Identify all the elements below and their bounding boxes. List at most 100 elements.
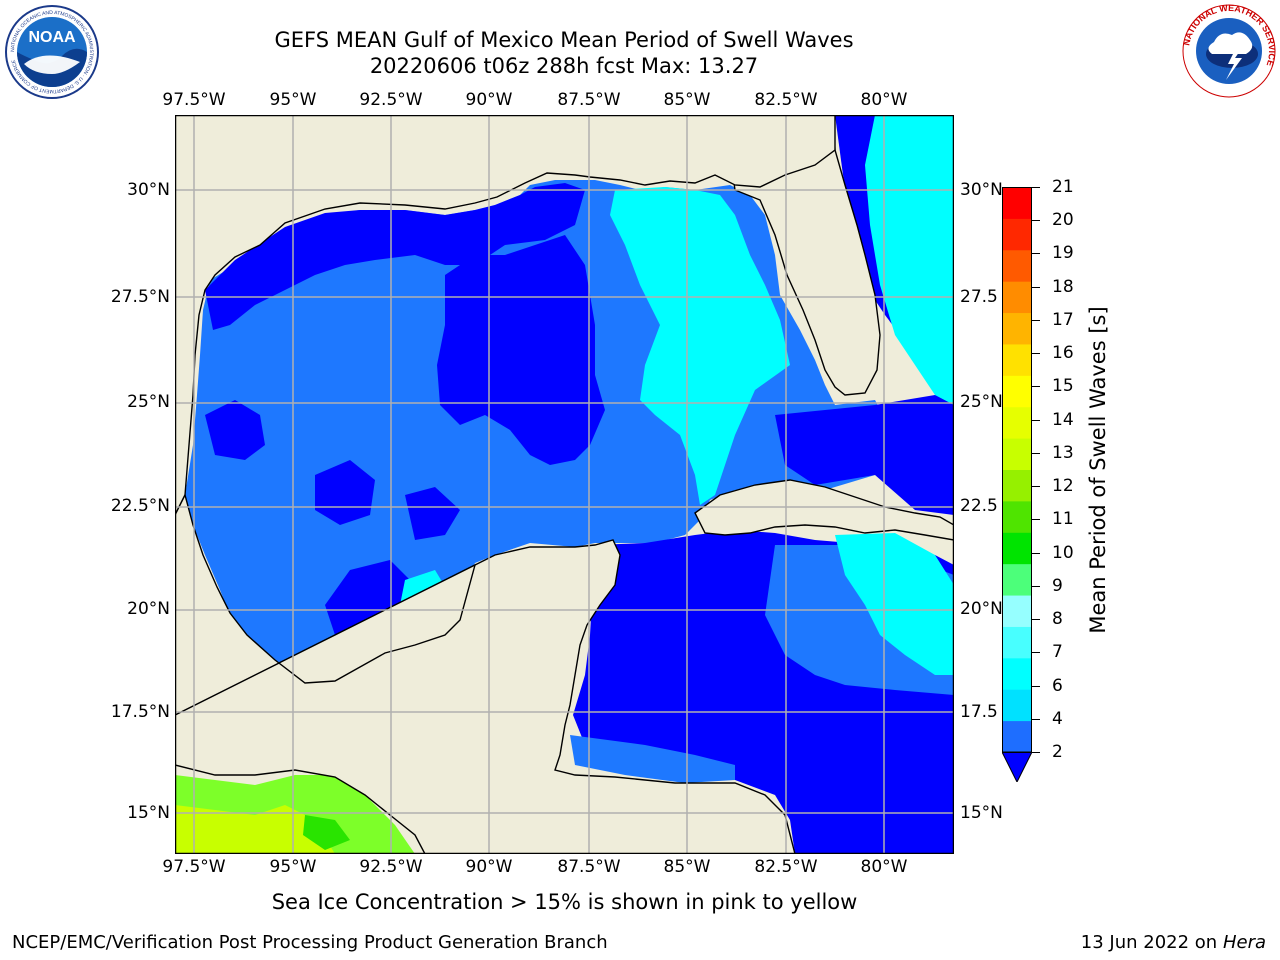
caribbean-mid-patch [570, 735, 735, 783]
lon-label-bottom: 85°W [663, 857, 711, 877]
colorbar-tick-mark [1032, 718, 1040, 720]
cuba-island [694, 479, 954, 541]
colorbar-tick-label: 7 [1052, 642, 1063, 663]
colorbar-tick-mark [1032, 519, 1040, 521]
lat-label-right: 30°N [960, 180, 1003, 200]
colorbar-tick-mark [1032, 685, 1040, 687]
central-deep-blue [437, 235, 605, 465]
colorbar-tick-mark [1032, 187, 1040, 188]
yucatan-peninsula [175, 539, 796, 854]
colorbar-tick-label: 11 [1052, 509, 1074, 530]
colorbar-tick-mark [1032, 752, 1040, 753]
colorbar-segment [1002, 187, 1032, 219]
lon-label-bottom: 90°W [465, 857, 513, 877]
colorbar [1002, 187, 1032, 782]
colorbar-tick-label: 2 [1052, 742, 1063, 762]
colorbar-segment [1002, 500, 1032, 533]
colorbar-segment [1002, 312, 1032, 345]
credit-text: NCEP/EMC/Verification Post Processing Pr… [12, 932, 608, 953]
colorbar-segment [1002, 720, 1032, 753]
colorbar-segment [1002, 689, 1032, 722]
colorbar-segment [1002, 375, 1032, 408]
colorbar-segment [1002, 657, 1032, 690]
lon-label-bottom: 87.5°W [557, 857, 621, 877]
deep-blue-patch [205, 400, 265, 460]
colorbar-tick-mark [1032, 319, 1040, 321]
map-frame [175, 115, 954, 854]
colorbar-segment [1002, 406, 1032, 439]
colorbar-segment [1002, 469, 1032, 502]
colorbar-segment [1002, 438, 1032, 470]
colorbar-tick-label: 9 [1052, 575, 1063, 596]
gulf-of-mexico-map [175, 115, 954, 854]
colorbar-tick-label: 18 [1052, 276, 1074, 297]
colorbar-segment [1002, 595, 1032, 627]
colorbar-tick-mark [1032, 220, 1040, 222]
lon-label-top: 80°W [860, 90, 908, 110]
lon-label-top: 97.5°W [162, 90, 226, 110]
straits-deep-blue [775, 395, 954, 515]
colorbar-tick-label: 17 [1052, 309, 1074, 330]
lat-label-left: 20°N [127, 599, 170, 619]
date-prefix: 13 Jun 2022 on [1080, 932, 1218, 953]
map-subtitle: 20220606 t06z 288h fcst Max: 13.27 [369, 54, 759, 78]
colorbar-tick-label: 6 [1052, 675, 1063, 696]
atlantic-cyan [865, 115, 954, 405]
lon-label-top: 92.5°W [359, 90, 423, 110]
colorbar-tick-mark [1032, 452, 1040, 454]
lon-label-bottom: 97.5°W [162, 857, 226, 877]
east-gulf-cyan [610, 187, 790, 505]
colorbar-tick-label: 14 [1052, 409, 1074, 430]
lat-label-left: 22.5°N [110, 496, 170, 516]
map-gridlines [175, 115, 954, 854]
colorbar-tick-label: 16 [1052, 343, 1074, 364]
lon-label-top: 87.5°W [557, 90, 621, 110]
lat-label-left: 15°N [127, 803, 170, 823]
date-text: 13 Jun 2022 on Hera [1081, 932, 1266, 953]
colorbar-tick-label: 12 [1052, 476, 1074, 497]
colorbar-title: Mean Period of Swell Waves [s] [1086, 306, 1110, 634]
colorbar-segment [1002, 281, 1032, 314]
lat-label-left: 17.5°N [110, 702, 170, 722]
noaa-logo: NOAA NATIONAL OCEANIC AND ATMOSPHERIC AD… [4, 4, 100, 100]
lat-label-right: 27.5 [960, 287, 998, 307]
lat-label-left: 30°N [127, 180, 170, 200]
colorbar-tick-label: 10 [1052, 542, 1074, 563]
colorbar-segment [1002, 218, 1032, 251]
lon-label-bottom: 80°W [860, 857, 908, 877]
colorbar-segment [1002, 343, 1032, 376]
lon-label-top: 85°W [663, 90, 711, 110]
mexico-west-coast [175, 493, 477, 716]
colorbar-tick-mark [1032, 286, 1040, 288]
colorbar-tick-mark [1032, 652, 1040, 654]
colorbar-tick-mark [1032, 486, 1040, 488]
northern-coast-land [175, 115, 954, 516]
deep-blue-patch [405, 487, 460, 540]
lat-label-right: 22.5 [960, 496, 998, 516]
colorbar-tick-mark [1032, 585, 1040, 587]
colorbar-tick-mark [1032, 619, 1040, 621]
lon-label-top: 90°W [465, 90, 513, 110]
colorbar-segment [1002, 563, 1032, 596]
north-gulf-band [205, 183, 585, 330]
deep-blue-patch [315, 460, 375, 525]
caribbean-cyan [835, 533, 954, 675]
colorbar-tick-mark [1032, 353, 1040, 355]
lon-label-top: 95°W [269, 90, 317, 110]
colorbar-tick-label: 19 [1052, 243, 1074, 264]
colorbar-segment [1002, 626, 1032, 659]
map-title: GEFS MEAN Gulf of Mexico Mean Period of … [274, 28, 854, 52]
lat-label-right: 17.5 [960, 702, 998, 722]
colorbar-tick-mark [1032, 552, 1040, 554]
colorbar-tick-mark [1032, 386, 1040, 388]
lon-label-bottom: 82.5°W [754, 857, 818, 877]
colorbar-tick-label: 8 [1052, 609, 1063, 630]
lat-label-right: 25°N [960, 392, 1003, 412]
colorbar-tick-mark [1032, 419, 1040, 421]
machine-name: Hera [1222, 932, 1266, 953]
colorbar-under-triangle [1002, 751, 1032, 782]
pacific-green-dark [303, 815, 350, 850]
lat-label-left: 27.5°N [110, 287, 170, 307]
nws-logo: NATIONAL WEATHER SERVICE [1180, 2, 1278, 100]
colorbar-tick-label: 15 [1052, 376, 1074, 397]
